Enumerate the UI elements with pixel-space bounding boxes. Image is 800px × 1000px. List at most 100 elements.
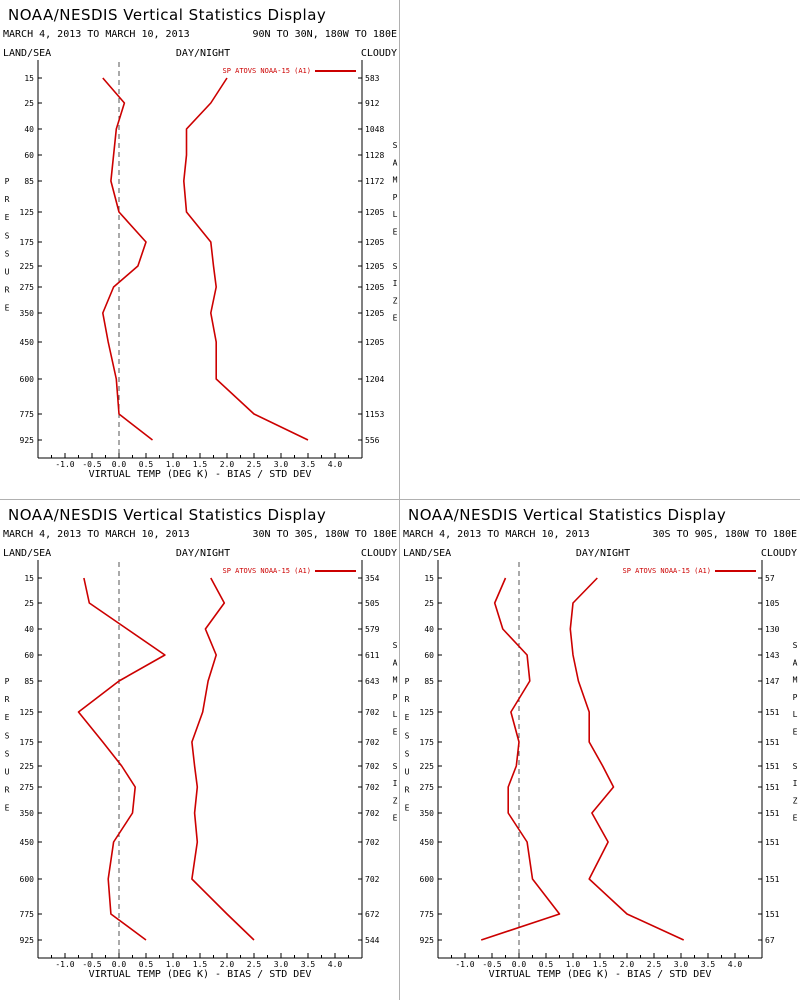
pressure-tick-label: 60 [24,151,34,160]
pressure-axis-letter: S [405,731,410,740]
x-tick-label: 3.0 [674,960,689,969]
pressure-axis-letter: R [5,195,10,204]
day-night-label: DAY/NIGHT [576,548,630,559]
pressure-tick-label: 450 [20,338,35,347]
sample-axis-letter: P [393,193,398,202]
x-tick-label: 1.5 [193,460,208,469]
sample-size-label: 702 [365,708,380,717]
pressure-tick-label: 60 [424,651,434,660]
sample-axis-letter: E [393,228,398,237]
sample-size-label: 583 [365,74,380,83]
pressure-tick-label: 600 [420,875,435,884]
x-tick-label: 1.0 [166,960,181,969]
sample-axis-letter: S [393,262,398,271]
pressure-tick-label: 175 [20,238,35,247]
pressure-tick-label: 125 [420,708,435,717]
sample-axis-letter: L [793,710,798,719]
x-tick-label: 0.0 [112,460,127,469]
sample-size-label: 151 [765,809,780,818]
pressure-tick-label: 40 [24,125,34,134]
sample-axis-letter: A [793,658,798,667]
bias-series-line [102,77,153,441]
sample-size-label: 672 [365,910,380,919]
sample-size-label: 1048 [365,125,384,134]
sample-axis-letter: P [393,693,398,702]
sample-size-label: 505 [365,599,380,608]
x-tick-label: 2.0 [220,460,235,469]
pressure-tick-label: 40 [424,625,434,634]
sample-size-label: 1128 [365,151,384,160]
sample-size-label: 1205 [365,208,384,217]
pressure-axis-letter: R [5,695,10,704]
sample-size-label: 611 [365,651,380,660]
pressure-axis-letter: S [5,231,10,240]
pressure-tick-label: 275 [20,783,35,792]
sample-size-label: 702 [365,738,380,747]
pressure-tick-label: 925 [20,436,35,445]
x-tick-label: 3.0 [274,460,289,469]
sample-size-label: 354 [365,574,380,583]
bias-series-line [77,577,166,941]
x-tick-label: -0.5 [482,960,501,969]
sample-axis-letter: E [393,728,398,737]
sample-size-label: 702 [365,875,380,884]
sample-axis-letter: S [793,762,798,771]
sample-size-label: 147 [765,677,780,686]
pressure-axis-letter: E [5,804,10,813]
x-tick-label: 4.0 [728,960,743,969]
pressure-axis-letter: U [405,768,410,777]
sample-axis-letter: E [393,314,398,323]
x-tick-label: 4.0 [328,960,343,969]
cloudy-label: CLOUDY [761,548,797,559]
pressure-tick-label: 225 [20,762,35,771]
sample-size-label: 151 [765,875,780,884]
pressure-axis-letter: E [405,713,410,722]
legend-label: SP ATOVS NOAA-15 (A1) [222,567,311,575]
pressure-tick-label: 925 [420,936,435,945]
chart-panel-3: NOAA/NESDIS Vertical Statistics Display M… [403,506,798,980]
sample-axis-letter: M [793,676,798,685]
pressure-tick-label: 60 [24,651,34,660]
sample-axis-letter: A [393,658,398,667]
pressure-tick-label: 125 [20,208,35,217]
chart-title: NOAA/NESDIS Vertical Statistics Display [8,6,326,24]
sample-axis-letter: S [393,141,398,150]
pressure-tick-label: 925 [20,936,35,945]
sample-axis-letter: E [393,814,398,823]
x-tick-label: 1.0 [166,460,181,469]
x-tick-label: 2.0 [220,960,235,969]
sample-size-label: 1205 [365,262,384,271]
x-tick-label: 3.5 [701,960,716,969]
sample-axis-letter: I [393,279,398,288]
sample-size-label: 143 [765,651,780,660]
pressure-axis-letter: S [5,249,10,258]
sample-size-label: 151 [765,762,780,771]
x-tick-label: -1.0 [55,460,74,469]
pressure-axis-letter: E [5,304,10,313]
pressure-tick-label: 40 [24,625,34,634]
sample-size-label: 643 [365,677,380,686]
sample-axis-letter: S [393,762,398,771]
date-range: MARCH 4, 2013 TO MARCH 10, 2013 [3,529,190,540]
sample-size-label: 544 [365,936,380,945]
sample-axis-letter: S [793,641,798,650]
pressure-tick-label: 15 [24,74,34,83]
day-night-label: DAY/NIGHT [176,548,230,559]
std-dev-series-line [191,577,255,941]
sample-size-label: 151 [765,708,780,717]
x-tick-label: 4.0 [328,460,343,469]
std-dev-series-line [183,77,309,441]
pressure-tick-label: 15 [24,574,34,583]
x-tick-label: 3.5 [301,960,316,969]
pressure-tick-label: 25 [424,599,434,608]
x-tick-label: -0.5 [82,960,101,969]
sample-size-label: 579 [365,625,380,634]
x-tick-label: 2.5 [647,960,662,969]
pressure-axis-letter: R [5,286,10,295]
sample-size-label: 1172 [365,177,384,186]
x-tick-label: -1.0 [55,960,74,969]
pressure-axis-letter: S [5,749,10,758]
sample-size-label: 1205 [365,283,384,292]
x-tick-label: -1.0 [455,960,474,969]
